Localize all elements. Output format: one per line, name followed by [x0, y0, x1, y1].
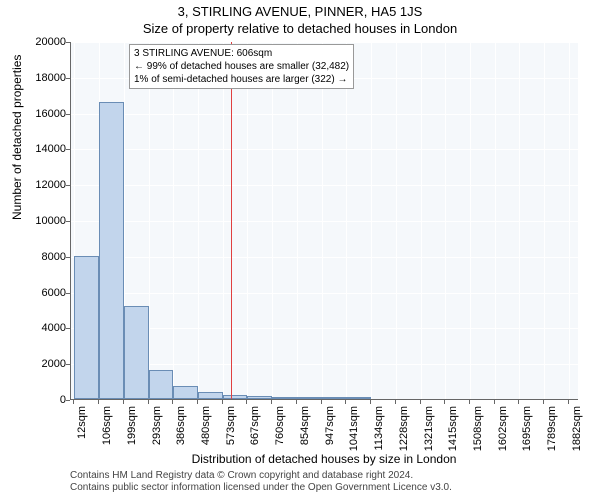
xtick-label: 1134sqm [373, 406, 385, 466]
xtick-label: 12sqm [76, 406, 88, 466]
annotation-line: 3 STIRLING AVENUE: 606sqm [134, 47, 349, 60]
xtick-label: 760sqm [274, 406, 286, 466]
xtick-label: 1041sqm [348, 406, 360, 466]
histogram-bar [173, 386, 198, 399]
ytick-label: 4000 [26, 322, 66, 334]
histogram-bar [124, 306, 149, 399]
ytick-label: 0 [26, 394, 66, 406]
xtick-label: 1882sqm [571, 406, 583, 466]
xtick-label: 480sqm [200, 406, 212, 466]
xtick-label: 293sqm [151, 406, 163, 466]
histogram-bar [322, 397, 347, 399]
xtick-label: 947sqm [324, 406, 336, 466]
annotation-box: 3 STIRLING AVENUE: 606sqm← 99% of detach… [129, 44, 354, 89]
ytick-label: 6000 [26, 287, 66, 299]
ytick-label: 12000 [26, 179, 66, 191]
xtick-label: 106sqm [101, 406, 113, 466]
histogram-bar [297, 397, 322, 399]
histogram-bar [346, 397, 371, 399]
xtick-label: 1695sqm [521, 406, 533, 466]
ytick-label: 20000 [26, 36, 66, 48]
xtick-label: 1789sqm [546, 406, 558, 466]
chart-subtitle: Size of property relative to detached ho… [0, 19, 600, 36]
chart-title: 3, STIRLING AVENUE, PINNER, HA5 1JS [0, 0, 600, 19]
xtick-label: 854sqm [299, 406, 311, 466]
footer-text: Contains HM Land Registry data © Crown c… [70, 470, 578, 494]
ytick-label: 8000 [26, 251, 66, 263]
xtick-label: 199sqm [126, 406, 138, 466]
histogram-bar [198, 392, 223, 399]
annotation-line: 1% of semi-detached houses are larger (3… [134, 73, 349, 86]
ytick-label: 16000 [26, 108, 66, 120]
xtick-label: 573sqm [225, 406, 237, 466]
histogram-bar [149, 370, 174, 399]
xtick-label: 1228sqm [398, 406, 410, 466]
xtick-label: 1321sqm [423, 406, 435, 466]
footer-line-2: Contains public sector information licen… [70, 482, 578, 494]
plot-area: 3 STIRLING AVENUE: 606sqm← 99% of detach… [70, 42, 578, 400]
xtick-label: 1508sqm [472, 406, 484, 466]
histogram-bar [223, 395, 248, 399]
ytick-label: 14000 [26, 143, 66, 155]
ytick-label: 10000 [26, 215, 66, 227]
histogram-bar [74, 256, 99, 399]
ytick-label: 2000 [26, 358, 66, 370]
xtick-label: 386sqm [175, 406, 187, 466]
ytick-label: 18000 [26, 72, 66, 84]
histogram-bar [272, 397, 297, 399]
xtick-label: 667sqm [249, 406, 261, 466]
histogram-bar [99, 102, 124, 399]
xtick-label: 1415sqm [447, 406, 459, 466]
footer-line-1: Contains HM Land Registry data © Crown c… [70, 470, 578, 482]
y-axis-label: Number of detached properties [10, 55, 24, 220]
annotation-line: ← 99% of detached houses are smaller (32… [134, 60, 349, 73]
reference-line [231, 42, 232, 399]
histogram-bar [247, 396, 272, 399]
xtick-label: 1602sqm [497, 406, 509, 466]
